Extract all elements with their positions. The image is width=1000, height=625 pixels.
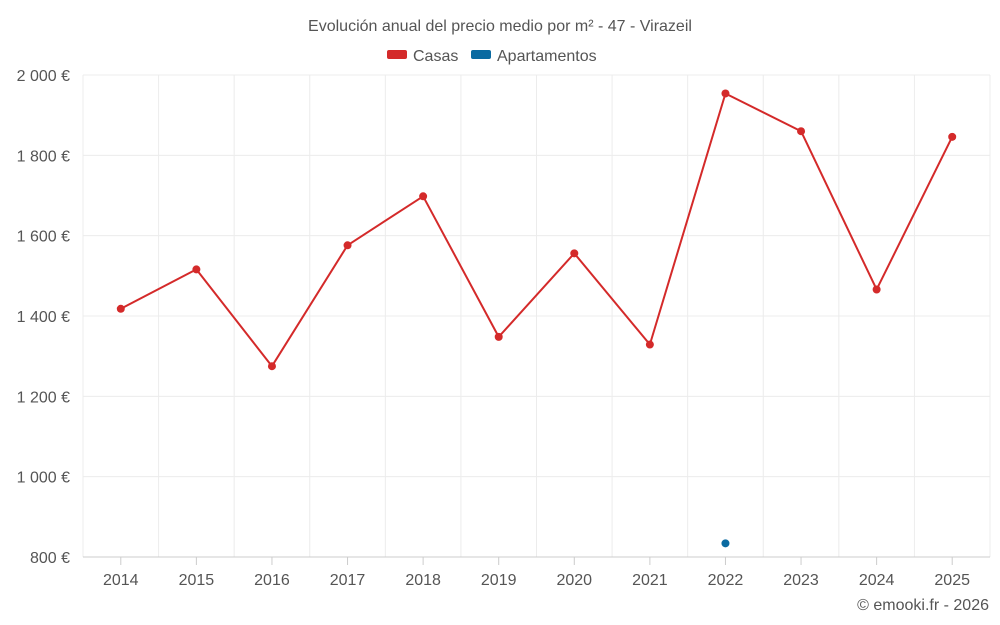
y-tick-label: 1 800 € (17, 148, 70, 165)
chart-title: Evolución anual del precio medio por m² … (308, 18, 692, 35)
legend-item-apartamentos[interactable]: Apartamentos (471, 48, 597, 65)
data-point-casas[interactable] (192, 265, 201, 274)
legend-swatch-apartamentos (471, 50, 491, 59)
x-tick-label: 2014 (103, 572, 139, 589)
data-point-casas[interactable] (570, 249, 579, 258)
data-point-casas[interactable] (494, 332, 503, 341)
data-point-apartamentos[interactable] (721, 539, 730, 548)
legend-label-casas: Casas (413, 48, 458, 65)
series-casas (116, 89, 957, 371)
y-tick-label: 800 € (30, 550, 70, 567)
data-point-casas[interactable] (721, 89, 730, 98)
legend-swatch-casas (387, 50, 407, 59)
x-tick-label: 2020 (556, 572, 592, 589)
data-point-casas[interactable] (419, 192, 428, 201)
data-point-casas[interactable] (343, 241, 352, 250)
x-tick-label: 2017 (330, 572, 366, 589)
series-layer (116, 89, 957, 548)
x-tick-label: 2016 (254, 572, 290, 589)
data-point-casas[interactable] (872, 285, 881, 294)
series-apartamentos (721, 539, 730, 548)
data-point-casas[interactable] (948, 132, 957, 141)
y-tick-label: 1 000 € (17, 470, 70, 487)
x-axis-tick-labels: 2014 2015 2016 2017 2018 2019 2020 2021 2022 2023… (103, 572, 970, 589)
data-point-casas[interactable] (797, 127, 806, 136)
legend: Casas Apartamentos (387, 48, 597, 65)
y-axis-tick-labels: 800 € 1 000 € 1 200 € 1 400 € 1 600 € 1 800 €… (17, 68, 70, 567)
x-gridlines (82, 75, 991, 557)
y-tick-label: 1 600 € (17, 229, 70, 246)
legend-label-apartamentos: Apartamentos (497, 48, 597, 65)
x-axis-ticks (120, 557, 953, 565)
x-tick-label: 2018 (405, 572, 441, 589)
data-point-casas[interactable] (116, 304, 125, 313)
legend-item-casas[interactable]: Casas (387, 48, 458, 65)
x-tick-label: 2021 (632, 572, 668, 589)
x-tick-label: 2019 (481, 572, 517, 589)
y-tick-label: 2 000 € (17, 68, 70, 85)
y-tick-label: 1 400 € (17, 309, 70, 326)
y-tick-label: 1 200 € (17, 389, 70, 406)
data-point-casas[interactable] (645, 340, 654, 349)
x-tick-label: 2022 (708, 572, 744, 589)
x-tick-label: 2023 (783, 572, 819, 589)
credit-text: © emooki.fr - 2026 (857, 597, 989, 614)
x-tick-label: 2024 (859, 572, 895, 589)
series-line-casas (120, 92, 954, 368)
x-tick-label: 2025 (934, 572, 970, 589)
x-tick-label: 2015 (179, 572, 215, 589)
data-point-casas[interactable] (267, 362, 276, 371)
